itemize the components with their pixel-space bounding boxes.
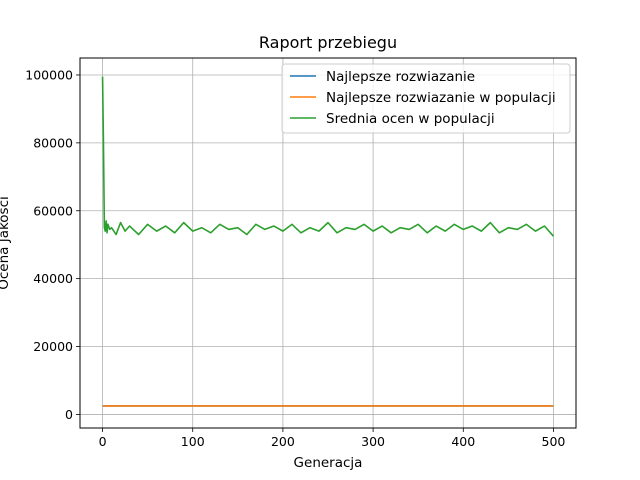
x-tick-label: 200 xyxy=(271,434,295,449)
series-line-3 xyxy=(101,76,555,237)
x-axis-label: Generacja xyxy=(294,455,363,471)
y-tick-label: 40000 xyxy=(33,271,73,286)
y-tick-label: 80000 xyxy=(33,135,73,150)
y-tick-label: 60000 xyxy=(33,203,73,218)
x-tick-label: 300 xyxy=(361,434,385,449)
y-tick-label: 0 xyxy=(65,407,73,422)
x-tick-label: 500 xyxy=(542,434,566,449)
axis-ticks: 0 100 200 300 400 500 0 20000 40000 60000 80000 100… xyxy=(25,67,565,449)
legend-label: Srednia ocen w populacji xyxy=(326,111,495,127)
y-tick-label: 20000 xyxy=(33,339,73,354)
legend-box xyxy=(281,63,571,134)
series-lines xyxy=(101,76,555,407)
plot-frame xyxy=(79,57,577,429)
legend-label: Najlepsze rozwiazanie w populacji xyxy=(326,90,556,106)
chart-title: Raport przebiegu xyxy=(259,33,397,52)
y-tick-label: 100000 xyxy=(25,67,73,82)
x-tick-label: 400 xyxy=(451,434,475,449)
y-axis-label: Ocena Jakości xyxy=(0,196,12,290)
x-tick-label: 100 xyxy=(181,434,205,449)
x-tick-label: 0 xyxy=(99,434,107,449)
legend: Najlepsze rozwiazanie Najlepsze rozwiazan… xyxy=(281,63,571,134)
legend-label: Najlepsze rozwiazanie xyxy=(326,69,475,85)
